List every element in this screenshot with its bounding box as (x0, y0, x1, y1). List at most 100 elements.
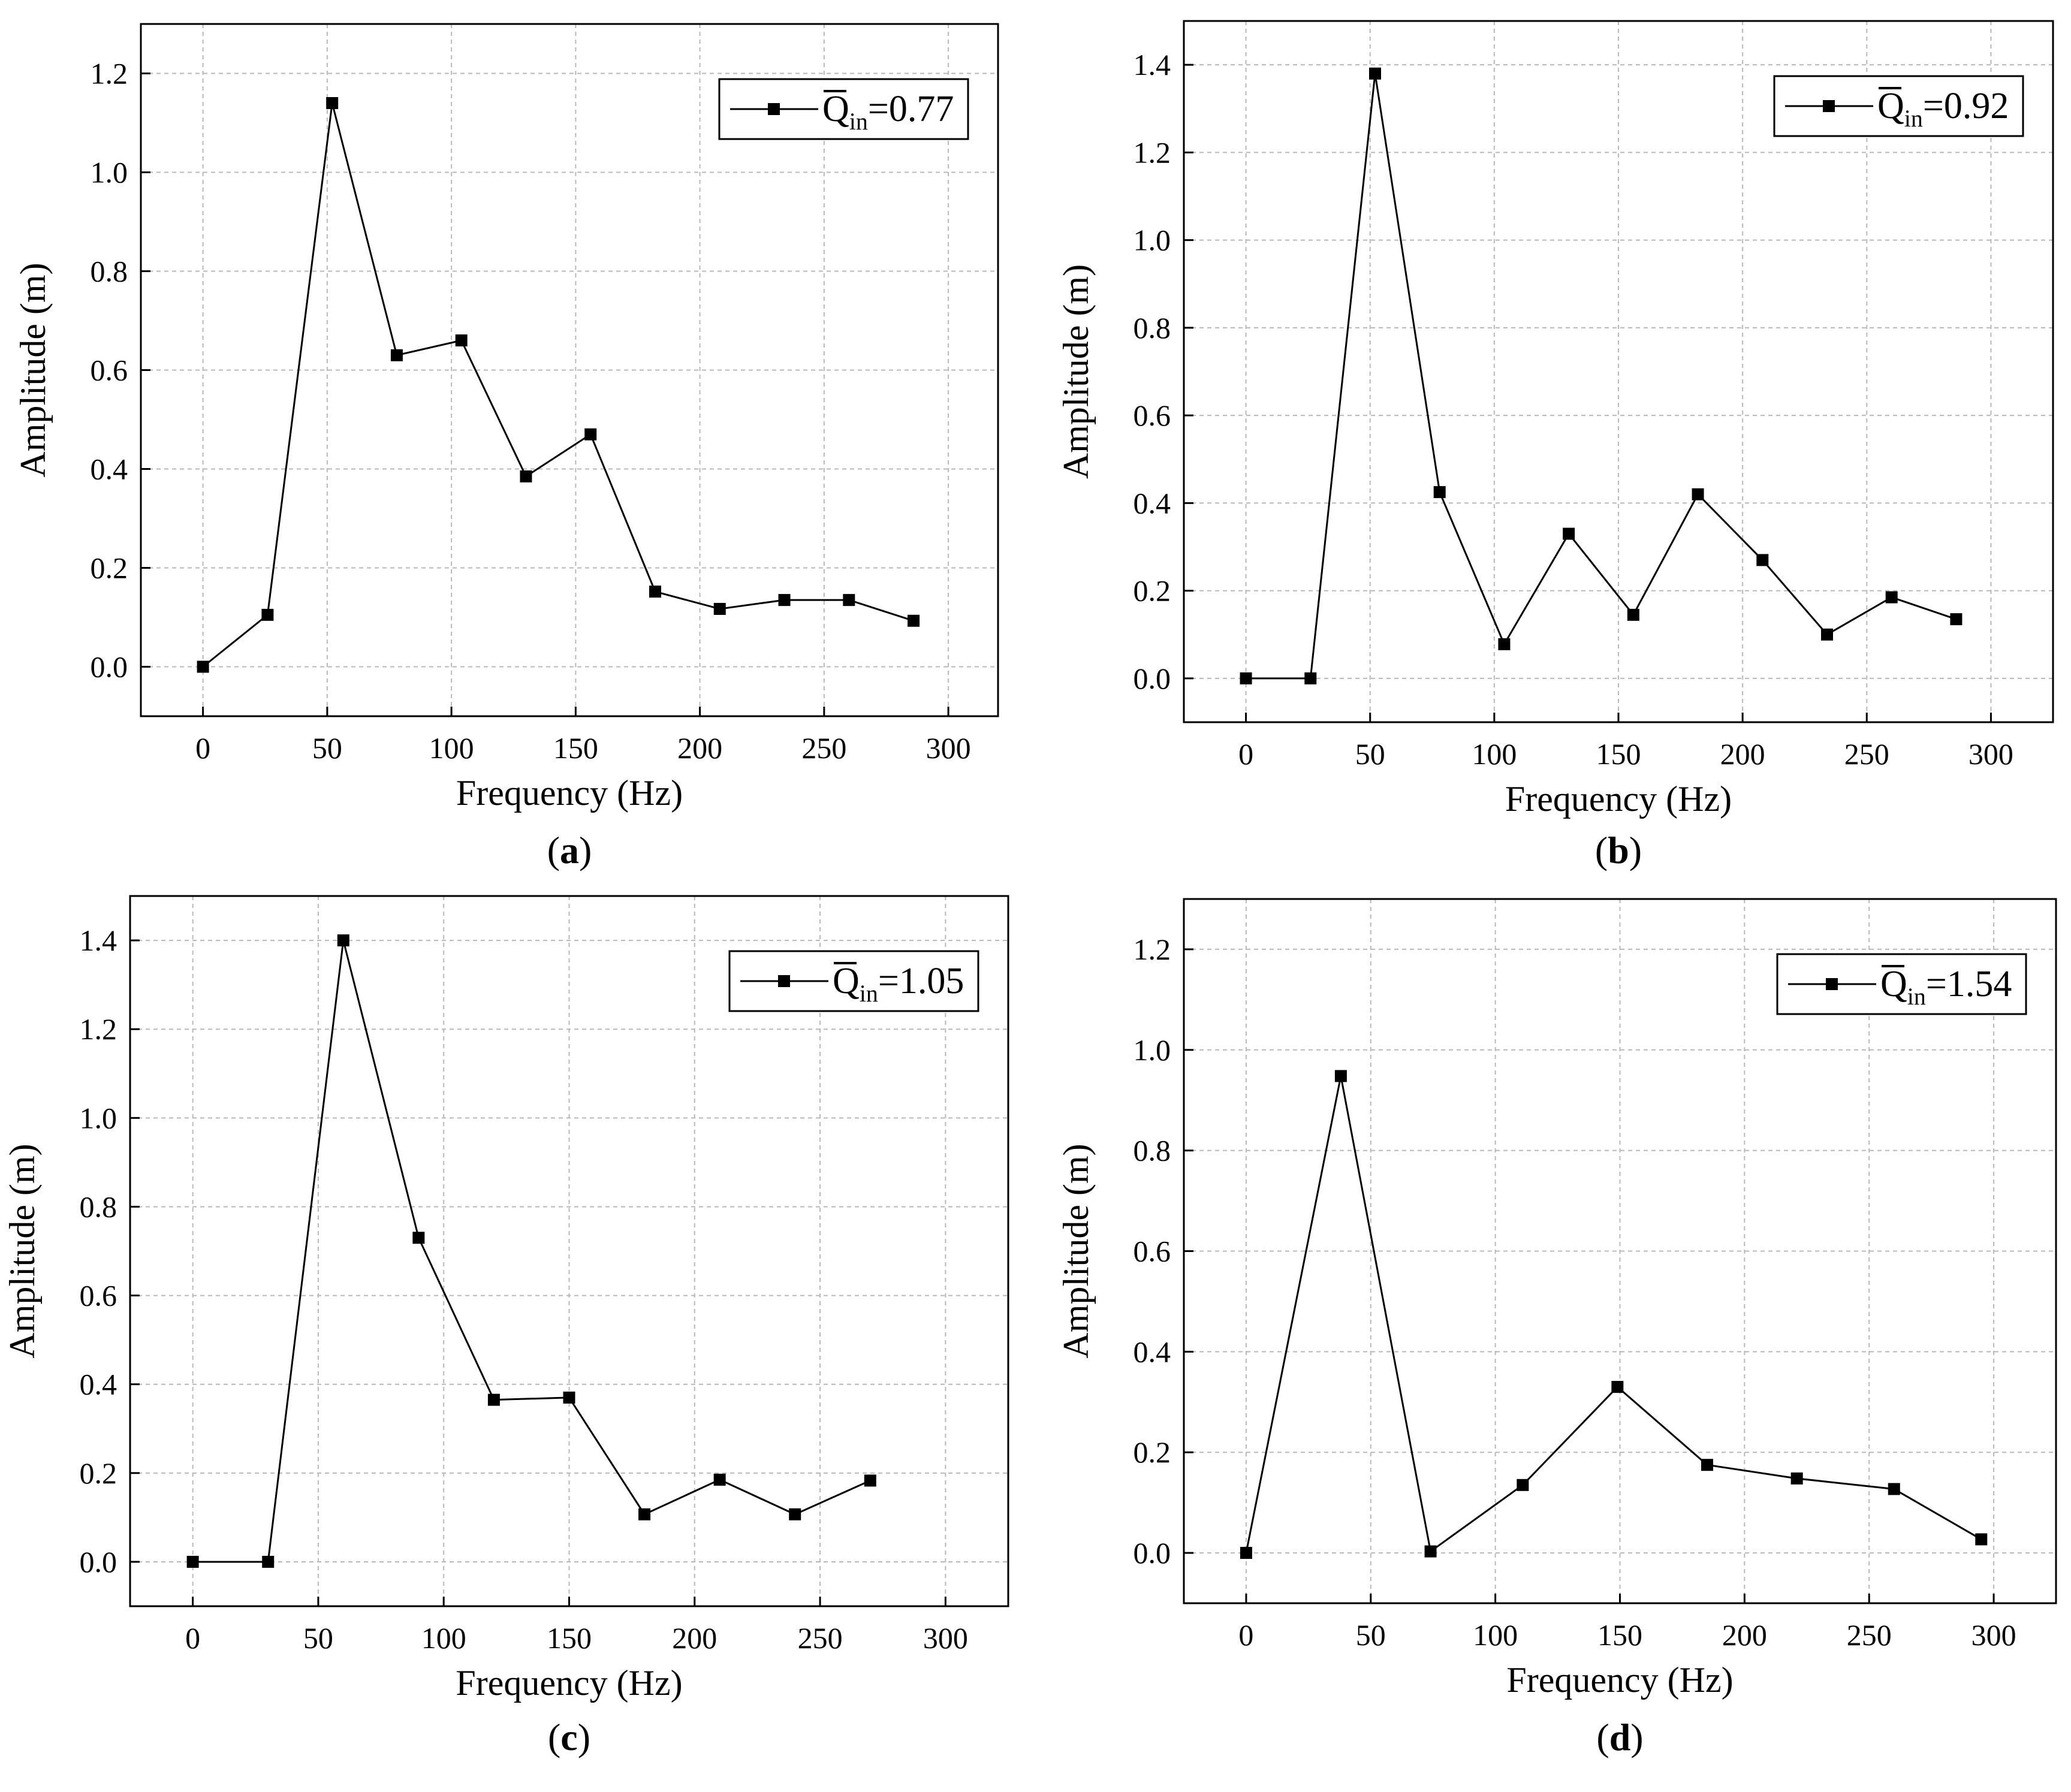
legend-symbol: Q (833, 961, 860, 1001)
series-line (202, 102, 914, 668)
panel-label-open: ( (1595, 829, 1608, 871)
x-tick-label: 250 (801, 731, 846, 765)
data-point (1369, 67, 1381, 80)
panel-label-close: ) (1629, 829, 1642, 871)
data-point (261, 608, 274, 621)
y-tick-label: 1.2 (1134, 135, 1171, 169)
y-tick-label: 1.0 (1134, 1033, 1171, 1067)
data-point (1433, 486, 1446, 499)
panel-label-open: ( (547, 829, 560, 871)
x-tick-label: 100 (1472, 737, 1517, 771)
data-point (1821, 628, 1833, 641)
x-axis-title: Frequency (Hz) (1506, 1660, 1733, 1700)
x-tick-label: 150 (1597, 1618, 1642, 1652)
panel-label-close: ) (579, 829, 592, 871)
series-line (1245, 1076, 1982, 1553)
x-tick-label: 150 (547, 1621, 592, 1655)
x-tick-label: 100 (1473, 1618, 1518, 1652)
y-tick-label: 0.8 (80, 1190, 117, 1223)
panel-label: (b) (1595, 829, 1642, 871)
x-axis-title: Frequency (Hz) (1505, 779, 1732, 819)
y-axis-title: Amplitude (m) (1056, 1144, 1096, 1358)
panel-label-letter: b (1608, 829, 1629, 871)
y-tick-label: 0.2 (91, 551, 128, 585)
x-tick-label: 200 (1722, 1618, 1767, 1652)
y-tick-label: 0.4 (1134, 1335, 1171, 1368)
data-point (1950, 613, 1963, 626)
data-point (1334, 1070, 1347, 1082)
data-point (1627, 608, 1639, 621)
series-line (1246, 73, 1957, 680)
data-point (713, 602, 726, 615)
x-tick-label: 200 (672, 1621, 717, 1655)
legend-symbol: Q (1880, 964, 1907, 1004)
y-tick-label: 0.4 (1134, 486, 1171, 520)
legend-label: Qin=0.77 (822, 89, 954, 135)
data-point (412, 1232, 425, 1244)
data-point (1240, 672, 1252, 684)
y-axis-title: Amplitude (m) (1056, 264, 1096, 479)
x-tick-label: 0 (1238, 737, 1253, 771)
legend-marker (1826, 978, 1838, 990)
x-tick-label: 250 (1847, 1618, 1892, 1652)
y-tick-label: 0.6 (1134, 399, 1171, 432)
x-axis-title: Frequency (Hz) (456, 1663, 682, 1703)
legend: Qin=0.77 (718, 78, 969, 140)
x-tick-label: 0 (185, 1621, 200, 1655)
data-point (186, 1555, 199, 1568)
legend-value: =1.05 (878, 961, 964, 1001)
x-tick-label: 50 (312, 731, 342, 765)
y-tick-label: 0.4 (80, 1368, 117, 1401)
y-tick-label: 0.0 (1134, 1536, 1171, 1570)
y-tick-label: 1.2 (1134, 933, 1171, 966)
y-tick-label: 0.2 (80, 1456, 117, 1490)
x-tick-label: 50 (1356, 1618, 1386, 1652)
data-point (778, 594, 791, 607)
x-tick-label: 300 (1968, 737, 2013, 771)
x-tick-label: 200 (677, 731, 722, 765)
panel-label-open: ( (1596, 1716, 1609, 1758)
data-point (197, 660, 209, 673)
legend: Qin=1.54 (1776, 953, 2027, 1015)
data-point (1424, 1545, 1437, 1558)
legend-marker (778, 975, 790, 987)
legend-subscript: in (860, 980, 878, 1007)
data-point (1304, 672, 1317, 684)
data-point (1240, 1547, 1252, 1559)
legend-marker (768, 103, 780, 115)
x-tick-label: 150 (553, 731, 598, 765)
x-tick-label: 300 (1971, 1618, 2016, 1652)
y-tick-label: 1.4 (1134, 48, 1171, 82)
series-line (192, 940, 871, 1563)
data-point (487, 1393, 500, 1406)
panel-label-letter: d (1609, 1716, 1631, 1758)
y-tick-label: 1.4 (80, 924, 117, 957)
y-tick-label: 1.2 (91, 57, 128, 90)
panel-label: (c) (548, 1716, 590, 1758)
legend-value: =0.77 (868, 89, 954, 129)
x-tick-label: 250 (798, 1621, 843, 1655)
y-tick-label: 0.6 (91, 354, 128, 387)
x-tick-label: 300 (923, 1621, 968, 1655)
y-tick-label: 0.2 (1134, 1435, 1171, 1469)
panel-c: 0 50 100 150 200 250 300 0.0 0.2 0.4 0.6 0.8 1.0 1.2 1… (2, 895, 1009, 1758)
y-tick-label: 1.2 (80, 1012, 117, 1046)
data-point (1611, 1381, 1624, 1393)
panel-b: 0 50 100 150 200 250 300 0.0 0.2 0.4 0.6 0.8 1.0 1.2 1… (1056, 20, 2054, 871)
y-tick-label: 0.6 (80, 1279, 117, 1313)
panel-label: (d) (1596, 1716, 1643, 1758)
x-tick-label: 250 (1844, 737, 1889, 771)
panel-d: 0 50 100 150 200 250 300 0.0 0.2 0.4 0.6 0.8 1.0 1.2 F… (1056, 898, 2057, 1758)
data-point (1888, 1483, 1900, 1495)
data-point (1498, 638, 1511, 650)
y-axis-title: Amplitude (m) (2, 1144, 42, 1358)
data-point (455, 334, 468, 346)
y-tick-label: 0.8 (1134, 311, 1171, 345)
legend-label: Qin=1.54 (1880, 964, 2012, 1010)
y-tick-label: 0.8 (91, 255, 128, 288)
data-point (789, 1508, 801, 1521)
data-point (520, 470, 532, 482)
data-point (563, 1391, 575, 1404)
legend-subscript: in (849, 108, 868, 135)
